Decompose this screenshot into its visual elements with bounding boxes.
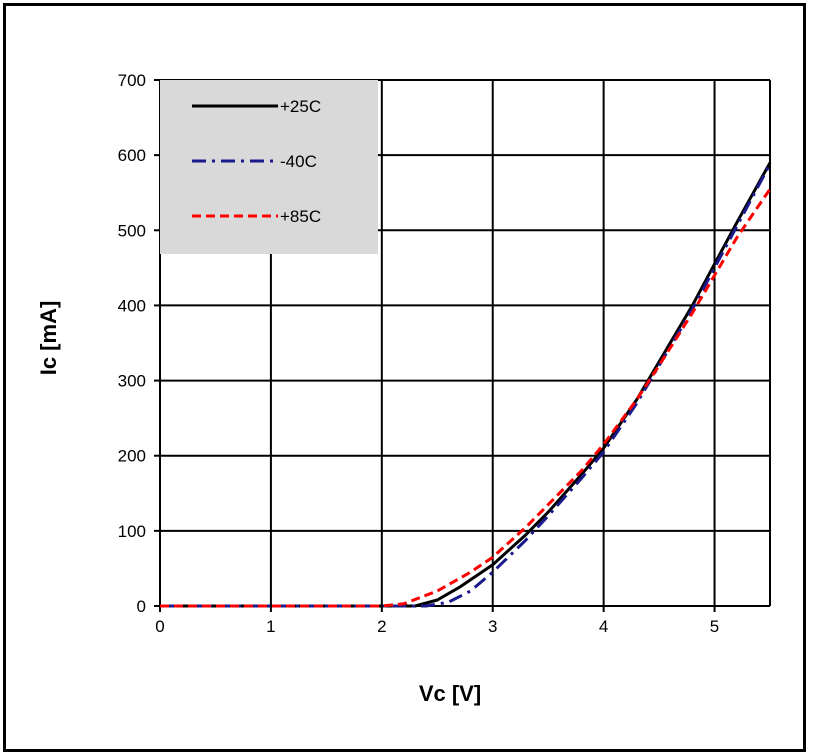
y-tick-label: 300	[118, 372, 146, 391]
y-tick-label: 700	[118, 71, 146, 90]
x-tick-label: 4	[599, 617, 608, 636]
y-tick-label: 600	[118, 146, 146, 165]
y-tick-label: 100	[118, 522, 146, 541]
legend-label: +25C	[280, 97, 321, 116]
x-tick-label: 5	[710, 617, 719, 636]
x-tick-label: 3	[488, 617, 497, 636]
series-line	[160, 188, 772, 608]
x-tick-label: 2	[377, 617, 386, 636]
legend-box	[160, 80, 378, 254]
y-tick-label: 200	[118, 447, 146, 466]
x-tick-label: 0	[155, 617, 164, 636]
y-axis-title: Ic [mA]	[36, 301, 61, 376]
legend-label: -40C	[280, 152, 317, 171]
legend-label: +85C	[280, 207, 321, 226]
y-tick-label: 500	[118, 221, 146, 240]
y-tick-label: 0	[137, 597, 146, 616]
x-tick-label: 1	[266, 617, 275, 636]
x-axis-title: Vc [V]	[419, 681, 481, 706]
y-tick-label: 400	[118, 296, 146, 315]
